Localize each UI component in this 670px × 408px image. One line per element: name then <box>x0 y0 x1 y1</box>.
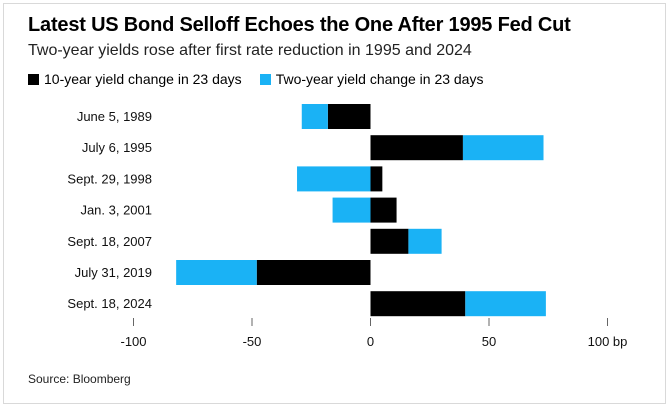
bar-10-year <box>370 135 463 161</box>
category-label: Sept. 18, 2024 <box>67 296 152 311</box>
category-label: Jan. 3, 2001 <box>80 203 152 218</box>
legend: 10-year yield change in 23 days Two-year… <box>28 71 501 87</box>
bar-10-year <box>370 166 383 192</box>
category-label: Sept. 29, 1998 <box>67 171 152 186</box>
bar-10-year <box>370 228 409 254</box>
category-label: June 5, 1989 <box>77 109 152 124</box>
x-tick-label: 50 <box>482 334 496 349</box>
chart-subtitle: Two-year yields rose after first rate re… <box>28 42 472 59</box>
legend-label-2y: Two-year yield change in 23 days <box>275 71 484 87</box>
bar-10-year <box>327 104 371 129</box>
x-tick-label: -50 <box>243 334 262 349</box>
bar-two-year <box>408 228 442 254</box>
bar-two-year <box>176 260 257 285</box>
bar-two-year <box>465 291 546 317</box>
legend-swatch-10y <box>28 73 39 85</box>
category-label: July 31, 2019 <box>75 265 152 280</box>
bar-10-year <box>256 260 371 285</box>
x-tick-label: -100 <box>120 334 146 349</box>
bar-two-year <box>301 104 328 129</box>
bar-two-year <box>297 166 371 192</box>
bar-10-year <box>370 291 466 317</box>
x-tick-label: 100 bp <box>588 334 628 349</box>
source-note: Source: Bloomberg <box>28 372 131 386</box>
category-label: Sept. 18, 2007 <box>67 234 152 249</box>
legend-item-2y: Two-year yield change in 23 days <box>259 71 484 87</box>
bar-two-year <box>332 197 371 223</box>
category-label: July 6, 1995 <box>82 140 152 155</box>
legend-swatch-2y <box>259 73 271 85</box>
x-tick-label: 0 <box>367 334 374 349</box>
legend-item-10y: 10-year yield change in 23 days <box>28 71 242 87</box>
bar-two-year <box>462 135 544 161</box>
bar-10-year <box>370 197 397 223</box>
legend-label-10y: 10-year yield change in 23 days <box>44 71 242 87</box>
chart-title: Latest US Bond Selloff Echoes the One Af… <box>28 14 571 36</box>
